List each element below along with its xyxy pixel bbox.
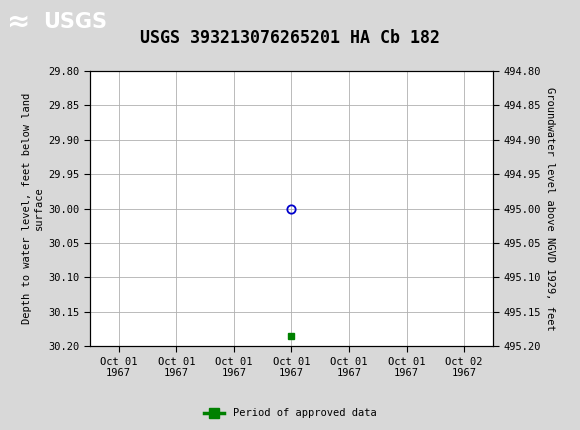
Legend: Period of approved data: Period of approved data xyxy=(200,404,380,423)
Text: USGS 393213076265201 HA Cb 182: USGS 393213076265201 HA Cb 182 xyxy=(140,29,440,47)
Text: ≈: ≈ xyxy=(7,7,30,36)
Text: USGS: USGS xyxy=(44,12,107,31)
Y-axis label: Groundwater level above NGVD 1929, feet: Groundwater level above NGVD 1929, feet xyxy=(545,87,555,330)
Y-axis label: Depth to water level, feet below land
surface: Depth to water level, feet below land su… xyxy=(23,93,44,324)
